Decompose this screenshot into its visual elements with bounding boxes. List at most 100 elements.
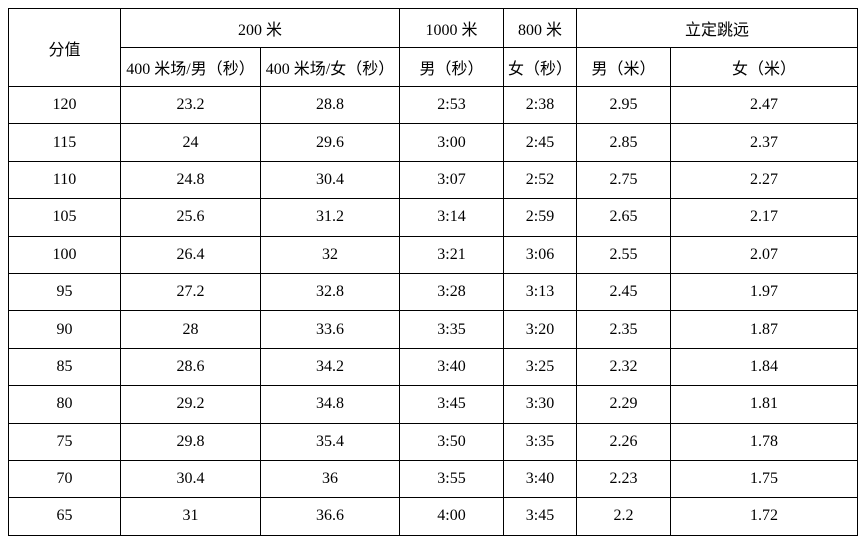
cell-jump-female: 2.17 — [670, 198, 859, 237]
cell-800m-female: 2:45 — [503, 123, 578, 162]
cell-800m-female: 3:40 — [503, 459, 578, 499]
cell-800m-female: 3:13 — [503, 272, 578, 312]
col-header-long-jump: 立定跳远 — [576, 8, 859, 48]
cell-1000m-male: 3:07 — [399, 160, 505, 200]
cell-200m-female: 36.6 — [259, 497, 401, 536]
cell-jump-female: 1.81 — [670, 385, 859, 424]
cell-200m-female: 34.8 — [259, 385, 401, 424]
cell-1000m-male: 3:45 — [399, 385, 505, 424]
cell-800m-female: 2:59 — [503, 198, 578, 237]
col-header-200m-male: 400 米场/男（秒） — [120, 47, 261, 87]
table-row: 80 29.2 34.8 3:45 3:30 2.29 1.81 — [8, 385, 859, 424]
cell-800m-female: 3:35 — [503, 422, 578, 461]
cell-200m-female: 32.8 — [259, 272, 401, 312]
cell-1000m-male: 3:14 — [399, 198, 505, 237]
cell-jump-male: 2.65 — [576, 198, 672, 237]
cell-200m-male: 28 — [120, 310, 261, 349]
cell-200m-female: 35.4 — [259, 422, 401, 461]
cell-jump-female: 2.47 — [670, 85, 859, 125]
cell-800m-female: 3:06 — [503, 235, 578, 274]
cell-jump-female: 1.97 — [670, 272, 859, 312]
cell-1000m-male: 3:50 — [399, 422, 505, 461]
cell-200m-male: 23.2 — [120, 85, 261, 125]
score-cell: 100 — [8, 235, 121, 274]
col-header-jump-female: 女（米） — [670, 47, 859, 87]
cell-jump-male: 2.35 — [576, 310, 672, 349]
table-row: 85 28.6 34.2 3:40 3:25 2.32 1.84 — [8, 347, 859, 387]
header-row-2: 400 米场/男（秒） 400 米场/女（秒） 男（秒） 女（秒） 男（米） 女… — [9, 47, 859, 87]
score-cell: 90 — [8, 310, 121, 349]
cell-jump-female: 2.27 — [670, 160, 859, 200]
cell-jump-male: 2.23 — [576, 459, 672, 499]
cell-1000m-male: 3:35 — [399, 310, 505, 349]
cell-1000m-male: 3:55 — [399, 459, 505, 499]
cell-200m-male: 24 — [120, 123, 261, 162]
cell-jump-male: 2.32 — [576, 347, 672, 387]
cell-1000m-male: 4:00 — [399, 497, 505, 536]
cell-200m-male: 24.8 — [120, 160, 261, 200]
col-header-1000m: 1000 米 — [399, 8, 505, 48]
cell-jump-male: 2.95 — [576, 85, 672, 125]
col-header-800m: 800 米 — [503, 8, 578, 48]
cell-800m-female: 3:20 — [503, 310, 578, 349]
table-row: 120 23.2 28.8 2:53 2:38 2.95 2.47 — [8, 85, 859, 125]
fitness-scoring-table: 分值 200 米 1000 米 800 米 立定跳远 400 米场/男（秒） 4… — [8, 8, 859, 536]
cell-jump-female: 1.84 — [670, 347, 859, 387]
cell-1000m-male: 3:21 — [399, 235, 505, 274]
table-row: 70 30.4 36 3:55 3:40 2.23 1.75 — [8, 459, 859, 499]
score-cell: 85 — [8, 347, 121, 387]
score-cell: 70 — [8, 459, 121, 499]
cell-jump-male: 2.45 — [576, 272, 672, 312]
col-header-jump-male: 男（米） — [576, 47, 672, 87]
table-row: 90 28 33.6 3:35 3:20 2.35 1.87 — [8, 310, 859, 349]
cell-800m-female: 2:52 — [503, 160, 578, 200]
cell-200m-female: 31.2 — [259, 198, 401, 237]
cell-200m-female: 32 — [259, 235, 401, 274]
cell-jump-male: 2.29 — [576, 385, 672, 424]
cell-1000m-male: 2:53 — [399, 85, 505, 125]
cell-jump-female: 2.37 — [670, 123, 859, 162]
cell-800m-female: 3:45 — [503, 497, 578, 536]
cell-jump-female: 1.78 — [670, 422, 859, 461]
cell-jump-male: 2.26 — [576, 422, 672, 461]
cell-800m-female: 3:30 — [503, 385, 578, 424]
header-row-1: 分值 200 米 1000 米 800 米 立定跳远 — [8, 8, 859, 87]
col-header-1000m-male: 男（秒） — [399, 47, 505, 87]
col-header-score: 分值 — [8, 8, 121, 87]
cell-800m-female: 2:38 — [503, 85, 578, 125]
cell-800m-female: 3:25 — [503, 347, 578, 387]
score-cell: 105 — [8, 198, 121, 237]
score-cell: 95 — [8, 272, 121, 312]
cell-jump-male: 2.2 — [576, 497, 672, 536]
score-cell: 115 — [8, 123, 121, 162]
cell-200m-female: 34.2 — [259, 347, 401, 387]
cell-1000m-male: 3:28 — [399, 272, 505, 312]
cell-200m-male: 29.2 — [120, 385, 261, 424]
cell-200m-male: 27.2 — [120, 272, 261, 312]
score-cell: 75 — [8, 422, 121, 461]
table-row: 65 31 36.6 4:00 3:45 2.2 1.72 — [8, 497, 859, 536]
cell-jump-female: 1.72 — [670, 497, 859, 536]
table-row: 100 26.4 32 3:21 3:06 2.55 2.07 — [8, 235, 859, 274]
cell-jump-male: 2.55 — [576, 235, 672, 274]
cell-jump-female: 1.87 — [670, 310, 859, 349]
cell-200m-male: 28.6 — [120, 347, 261, 387]
cell-200m-female: 29.6 — [259, 123, 401, 162]
cell-200m-female: 30.4 — [259, 160, 401, 200]
cell-200m-female: 28.8 — [259, 85, 401, 125]
table-row: 105 25.6 31.2 3:14 2:59 2.65 2.17 — [8, 198, 859, 237]
cell-1000m-male: 3:00 — [399, 123, 505, 162]
cell-jump-male: 2.85 — [576, 123, 672, 162]
col-header-200m: 200 米 — [119, 8, 401, 48]
cell-jump-male: 2.75 — [576, 160, 672, 200]
table-row: 110 24.8 30.4 3:07 2:52 2.75 2.27 — [8, 160, 859, 200]
cell-200m-male: 26.4 — [120, 235, 261, 274]
score-cell: 110 — [8, 160, 121, 200]
cell-1000m-male: 3:40 — [399, 347, 505, 387]
table-row: 75 29.8 35.4 3:50 3:35 2.26 1.78 — [8, 422, 859, 461]
cell-jump-female: 2.07 — [670, 235, 859, 274]
score-cell: 80 — [8, 385, 121, 424]
score-cell: 120 — [8, 85, 121, 125]
table-row: 115 24 29.6 3:00 2:45 2.85 2.37 — [8, 123, 859, 162]
cell-jump-female: 1.75 — [670, 459, 859, 499]
